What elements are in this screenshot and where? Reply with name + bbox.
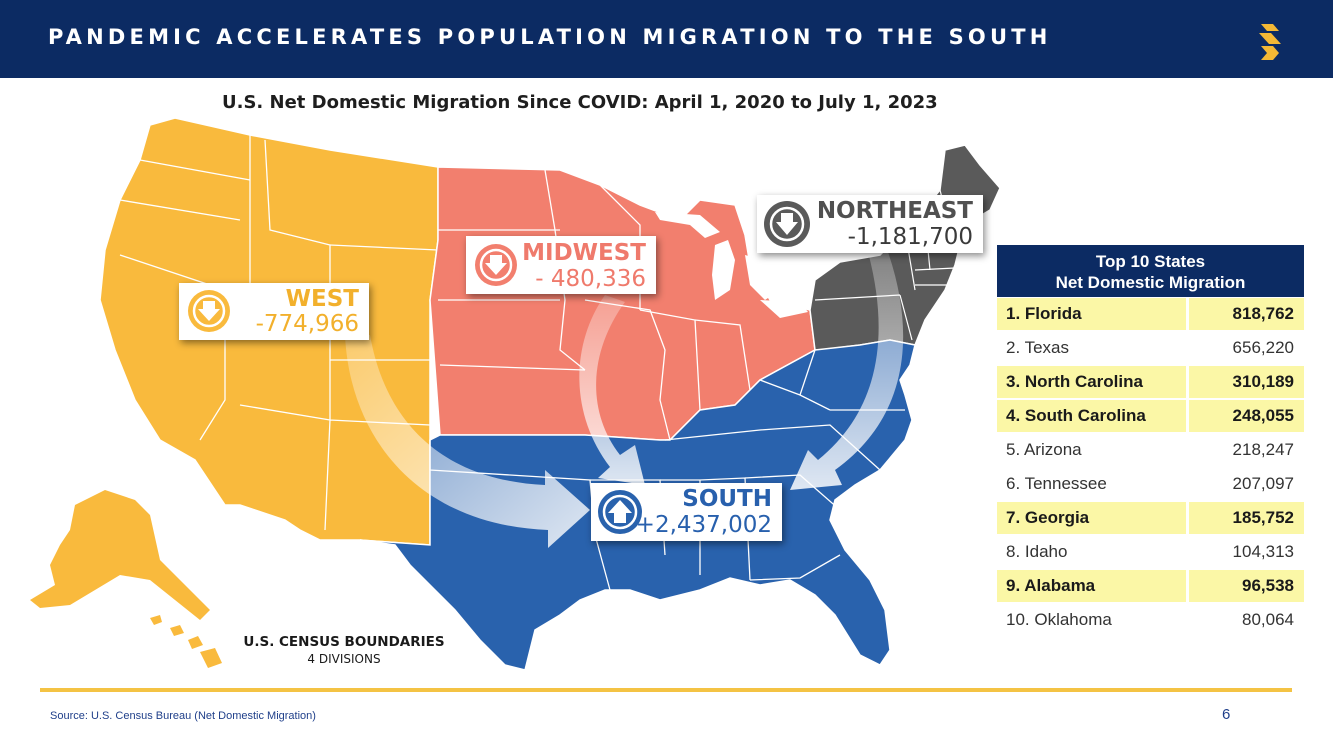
down-arrow-icon bbox=[475, 244, 517, 286]
page-number: 6 bbox=[1222, 706, 1231, 723]
state-name: 1. Florida bbox=[997, 298, 1186, 330]
midwest-value: - 480,336 bbox=[535, 266, 646, 292]
up-arrow-icon bbox=[598, 490, 642, 534]
migration-value: 218,247 bbox=[1232, 440, 1294, 459]
west-state-borders bbox=[119, 135, 439, 531]
census-caption: U.S. CENSUS BOUNDARIES 4 DIVISIONS bbox=[230, 634, 458, 666]
northeast-value: -1,181,700 bbox=[847, 224, 973, 250]
footer-divider bbox=[40, 688, 1292, 692]
top-states-table: Top 10 States Net Domestic Migration 1. … bbox=[997, 245, 1304, 637]
down-arrow-icon bbox=[764, 201, 810, 247]
west-value: -774,966 bbox=[255, 311, 359, 337]
table-row: 4. South Carolina 248,055 bbox=[997, 399, 1304, 433]
source-note: Source: U.S. Census Bureau (Net Domestic… bbox=[50, 710, 316, 722]
page-title: PANDEMIC ACCELERATES POPULATION MIGRATIO… bbox=[48, 25, 1052, 49]
midwest-state-borders bbox=[438, 169, 751, 441]
table-row: 2. Texas 656,220 bbox=[997, 331, 1304, 365]
s-logo-icon bbox=[1259, 24, 1281, 60]
state-name: 10. Oklahoma bbox=[1006, 610, 1112, 629]
table-row: 6. Tennessee 207,097 bbox=[997, 467, 1304, 501]
state-name: 3. North Carolina bbox=[997, 366, 1186, 398]
table-row: 1. Florida 818,762 bbox=[997, 297, 1304, 331]
migration-value: 80,064 bbox=[1242, 610, 1294, 629]
table-row: 7. Georgia 185,752 bbox=[997, 501, 1304, 535]
northeast-migration-arrow bbox=[790, 252, 904, 490]
state-name: 8. Idaho bbox=[1006, 542, 1068, 561]
state-name: 4. South Carolina bbox=[997, 400, 1186, 432]
west-label: WEST bbox=[285, 286, 359, 312]
migration-value: 96,538 bbox=[1189, 570, 1304, 602]
south-callout: SOUTH +2,437,002 bbox=[591, 483, 782, 541]
state-name: 7. Georgia bbox=[997, 502, 1186, 534]
table-row: 9. Alabama 96,538 bbox=[997, 569, 1304, 603]
census-title: U.S. CENSUS BOUNDARIES bbox=[243, 634, 445, 650]
migration-value: 185,752 bbox=[1189, 502, 1304, 534]
south-value: +2,437,002 bbox=[635, 512, 772, 538]
map-title: U.S. Net Domestic Migration Since COVID:… bbox=[222, 92, 938, 113]
table-header: Top 10 States Net Domestic Migration bbox=[997, 245, 1304, 297]
midwest-migration-arrow bbox=[579, 295, 645, 485]
table-row: 3. North Carolina 310,189 bbox=[997, 365, 1304, 399]
midwest-label: MIDWEST bbox=[522, 240, 646, 266]
alaska-shape bbox=[30, 490, 210, 620]
migration-value: 207,097 bbox=[1232, 474, 1294, 493]
migration-value: 310,189 bbox=[1189, 366, 1304, 398]
header-bar: PANDEMIC ACCELERATES POPULATION MIGRATIO… bbox=[0, 0, 1333, 78]
great-lakes bbox=[655, 212, 808, 318]
table-title-line1: Top 10 States bbox=[1095, 252, 1206, 271]
migration-value: 248,055 bbox=[1189, 400, 1304, 432]
hawaii-islands bbox=[150, 615, 222, 668]
migration-value: 656,220 bbox=[1232, 338, 1294, 357]
migration-value: 818,762 bbox=[1189, 298, 1304, 330]
state-name: 5. Arizona bbox=[1006, 440, 1082, 459]
midwest-callout: MIDWEST - 480,336 bbox=[466, 236, 656, 294]
state-name: 6. Tennessee bbox=[1006, 474, 1107, 493]
down-arrow-icon bbox=[188, 290, 230, 332]
table-title-line2: Net Domestic Migration bbox=[1055, 273, 1246, 292]
northeast-label: NORTHEAST bbox=[816, 198, 973, 224]
census-subtitle: 4 DIVISIONS bbox=[307, 652, 381, 666]
west-migration-arrow bbox=[345, 335, 590, 548]
northeast-callout: NORTHEAST -1,181,700 bbox=[757, 195, 983, 253]
table-row: 10. Oklahoma 80,064 bbox=[997, 603, 1304, 637]
table-row: 8. Idaho 104,313 bbox=[997, 535, 1304, 569]
south-label: SOUTH bbox=[682, 486, 772, 512]
migration-value: 104,313 bbox=[1232, 542, 1294, 561]
table-row: 5. Arizona 218,247 bbox=[997, 433, 1304, 467]
state-name: 2. Texas bbox=[1006, 338, 1070, 357]
state-name: 9. Alabama bbox=[997, 570, 1186, 602]
west-callout: WEST -774,966 bbox=[179, 283, 369, 340]
